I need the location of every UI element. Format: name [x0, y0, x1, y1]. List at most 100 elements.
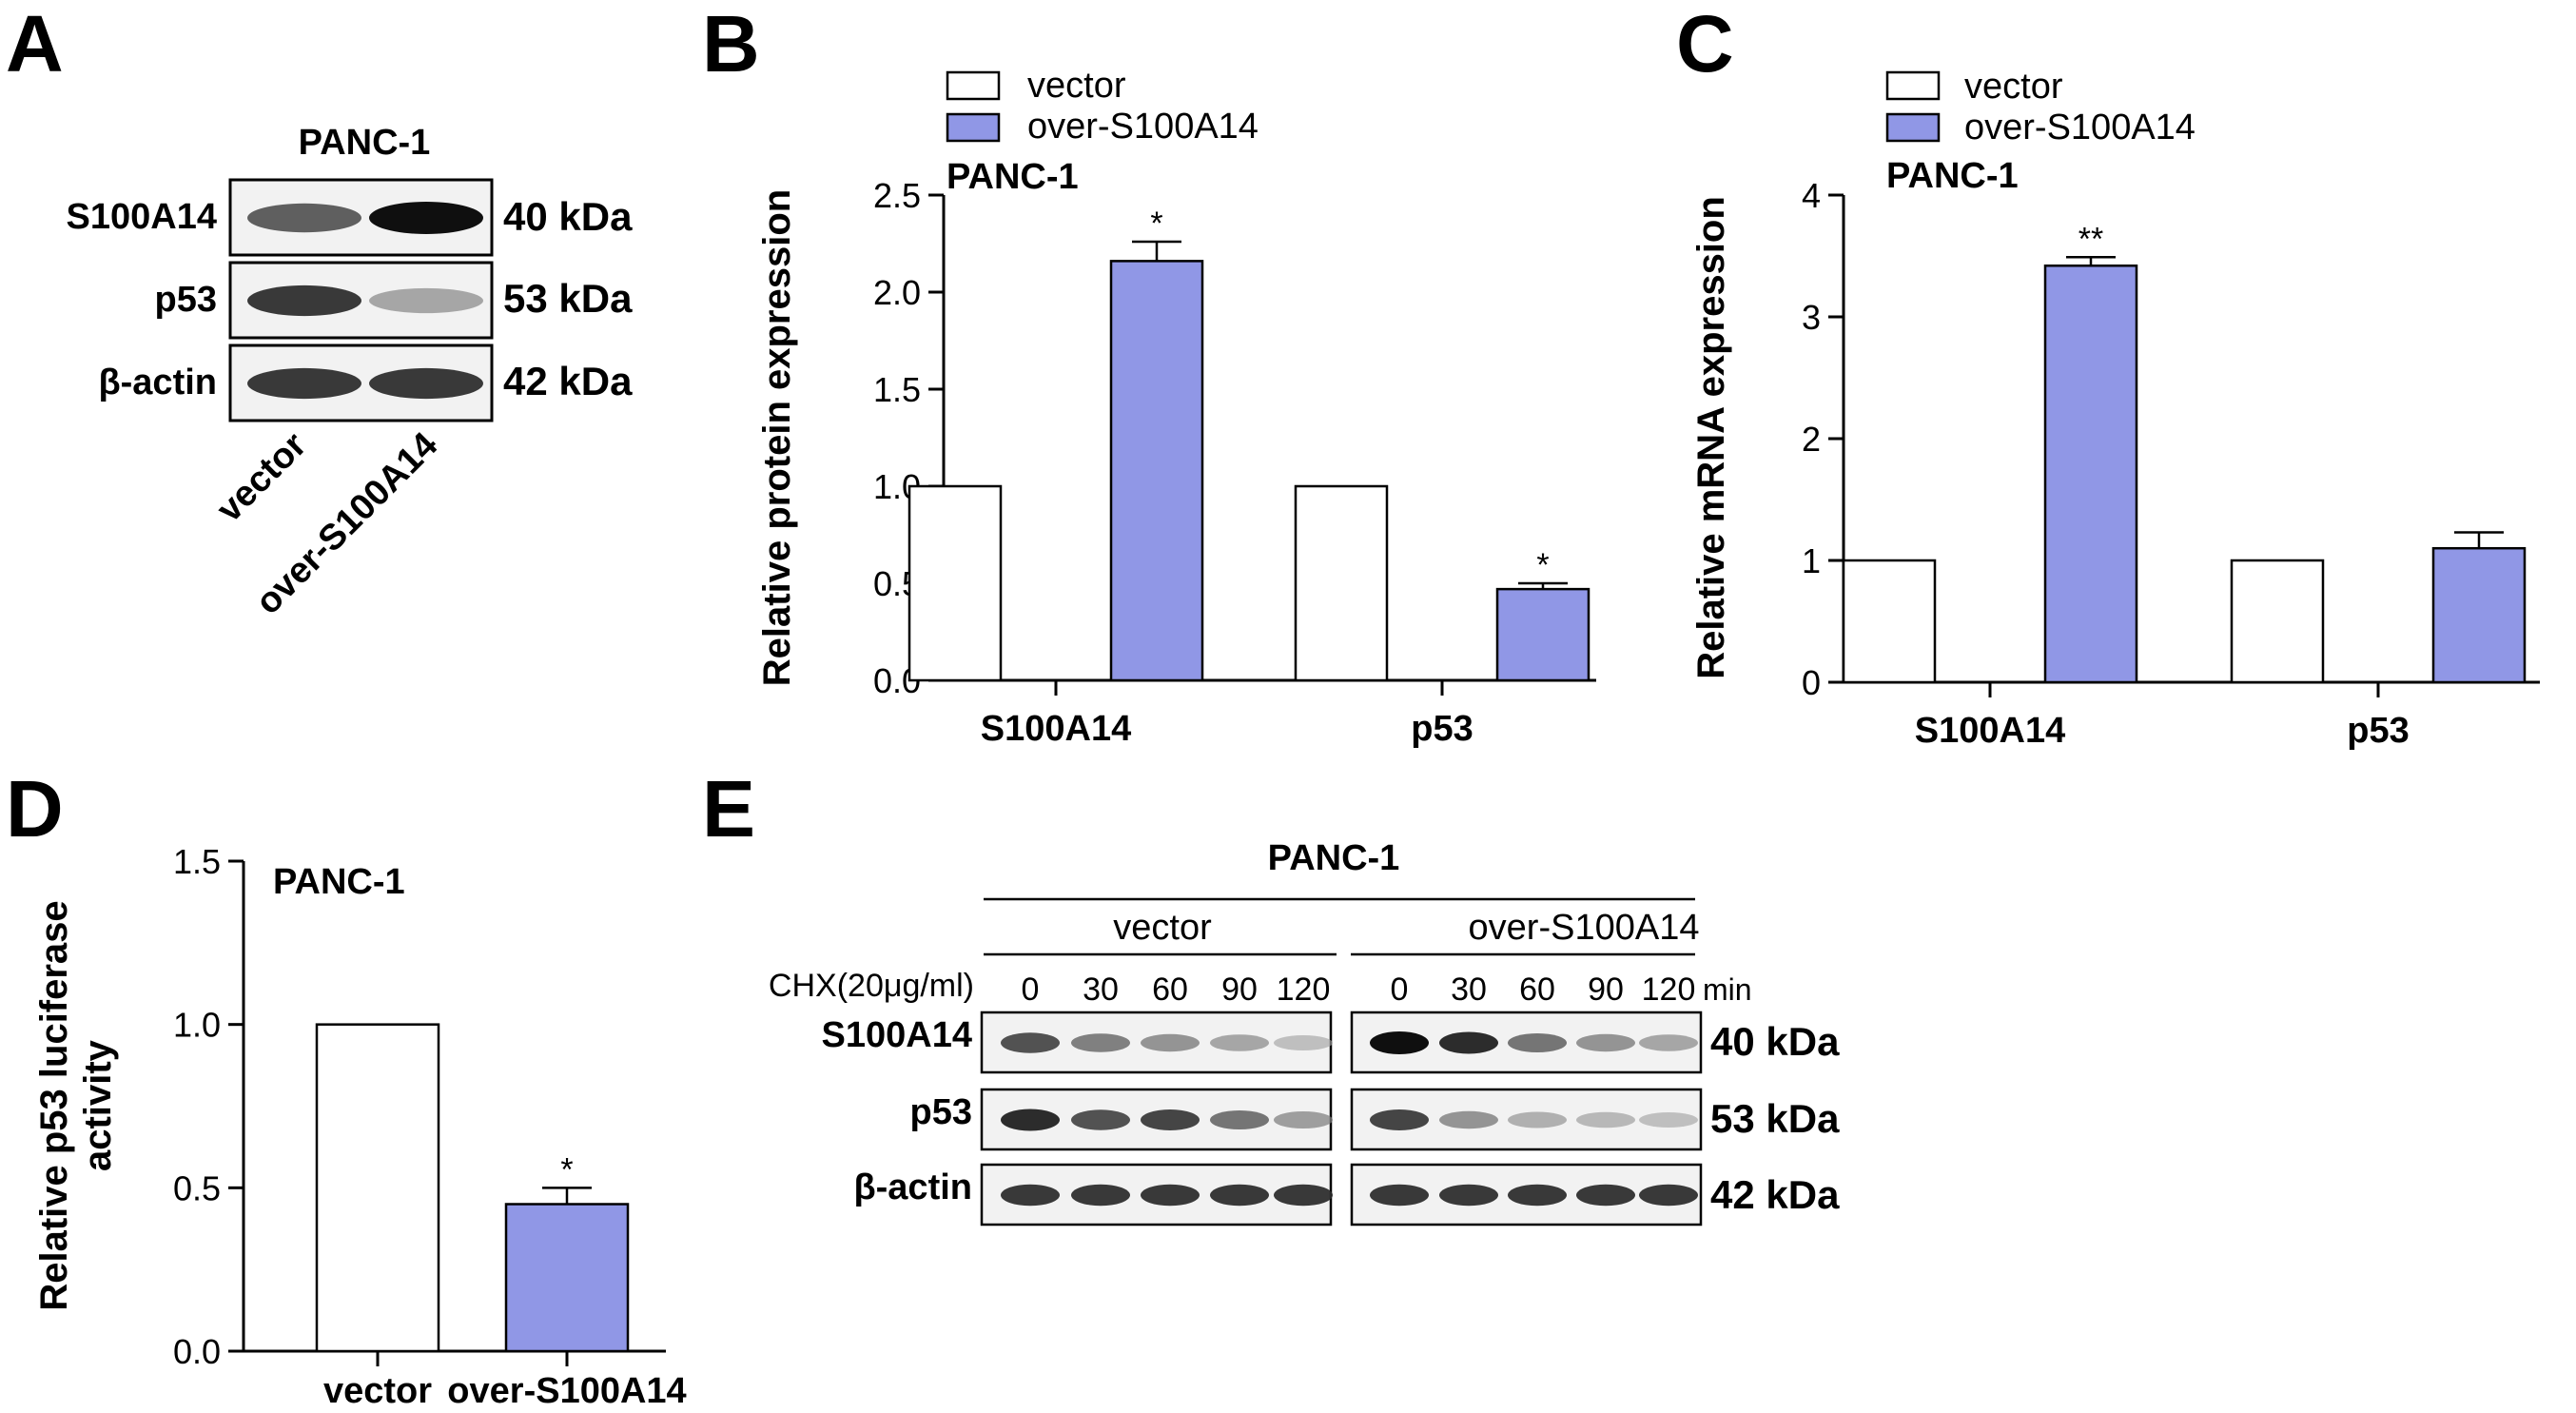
blot-band — [1639, 1034, 1698, 1051]
panel-d-bar-chart: PANC-1 0.0 0.5 1.0 1.5 Relative p53 lucifera… — [33, 842, 687, 1411]
blot-band — [369, 367, 483, 400]
blot-band — [1576, 1111, 1635, 1128]
blot-band — [1001, 1184, 1060, 1207]
panel-e-cell-line: PANC-1 — [1268, 838, 1400, 878]
legend-label-vector: vector — [1027, 66, 1126, 106]
x-tick-label: vector — [323, 1371, 432, 1411]
panel-e-chx-blot: PANC-1 vector over-S100A14 CHX(20μg/ml) … — [769, 838, 1840, 1227]
blot-band — [1141, 1109, 1200, 1130]
panel-a-lane-label-vector: vector — [209, 425, 314, 530]
y-tick-label: 4 — [1802, 176, 1821, 215]
x-tick-label: S100A14 — [981, 709, 1131, 749]
panel-a-row-s100a14: S100A14 40 kDa — [67, 178, 633, 257]
y-axis-label-line: Relative p53 luciferase — [33, 900, 75, 1310]
time-point-label: 30 — [1451, 971, 1487, 1008]
chart-axes: 0.0 0.5 1.0 1.5 Relative p53 luciferaseactiv… — [33, 842, 687, 1411]
blot-band — [1001, 1032, 1060, 1053]
y-axis-label-line: activity — [77, 1039, 119, 1171]
bar-vector — [907, 484, 1003, 682]
chart-legend: vector over-S100A14 — [946, 66, 1259, 147]
y-tick-label: 3 — [1802, 298, 1821, 337]
blot-band — [247, 285, 361, 317]
blot-band — [1576, 1184, 1635, 1207]
y-tick-label: 1.0 — [173, 1006, 221, 1045]
panel-letter-a: A — [6, 0, 64, 88]
panel-letter-c: C — [1676, 0, 1734, 88]
panel-c-bar-chart: vector over-S100A14 PANC-1 0 1 2 3 4 Relative… — [1690, 67, 2540, 751]
panel-letter-e: E — [702, 764, 756, 854]
chart-title: PANC-1 — [1886, 156, 2019, 196]
panel-e-treatment-label: CHX(20μg/ml) — [769, 968, 974, 1004]
blot-band — [1274, 1035, 1333, 1050]
legend-swatch-vector — [946, 70, 1001, 101]
blot-bands — [1001, 1184, 1698, 1207]
bar-vector — [1294, 484, 1389, 682]
y-tick-label: 2.5 — [873, 176, 921, 215]
blot-band — [1001, 1109, 1060, 1131]
blot-bands — [247, 285, 483, 317]
chart-axes: 0 1 2 3 4 Relative mRNA expression S100A14 p53 — [1690, 176, 2540, 751]
blot-band — [1439, 1031, 1498, 1054]
y-axis-label: Relative mRNA expression — [1690, 196, 1732, 679]
bar-over-s100a14 — [1495, 587, 1590, 682]
panel-a-row-label: β-actin — [98, 363, 217, 402]
blot-band — [369, 287, 483, 314]
time-point-label: 0 — [1391, 971, 1409, 1008]
significance-marker: * — [1150, 206, 1162, 242]
blot-band — [1210, 1110, 1269, 1129]
blot-bands — [1001, 1031, 1698, 1054]
bar-over-s100a14 — [504, 1203, 630, 1353]
panel-e-time-points-over: 0 30 60 90 120 — [1391, 971, 1696, 1008]
panel-a-cell-line: PANC-1 — [299, 123, 431, 163]
panel-b-bar-chart: vector over-S100A14 PANC-1 0.00.51.01.52… — [756, 66, 1596, 749]
blot-band — [369, 202, 483, 234]
time-point-label: 60 — [1152, 971, 1188, 1008]
panel-e-row-s100a14: S100A14 40 kDa — [822, 1011, 1840, 1074]
legend-label-vector: vector — [1964, 67, 2063, 107]
blot-band — [247, 203, 361, 233]
blot-band — [247, 367, 361, 400]
legend-label-over: over-S100A14 — [1964, 108, 2195, 147]
blot-band — [1210, 1034, 1269, 1051]
time-point-label: 60 — [1519, 971, 1555, 1008]
panel-a-kda-label: 40 kDa — [503, 194, 633, 239]
time-point-label: 120 — [1277, 971, 1331, 1008]
time-point-label: 90 — [1221, 971, 1258, 1008]
panel-e-kda-label: 42 kDa — [1710, 1172, 1840, 1217]
chart-bars: ** — [1842, 221, 2527, 684]
blot-band — [1576, 1033, 1635, 1052]
bar-vector — [315, 1023, 440, 1353]
blot-band — [1639, 1112, 1698, 1128]
legend-swatch-over — [946, 112, 1001, 143]
panel-e-kda-label: 53 kDa — [1710, 1096, 1840, 1141]
chart-bars: * — [315, 1023, 630, 1353]
blot-band — [1210, 1184, 1269, 1207]
x-tick-label: S100A14 — [1915, 711, 2065, 751]
bar-vector — [1842, 559, 1937, 684]
blot-band — [1508, 1111, 1567, 1128]
blot-band — [1274, 1111, 1333, 1128]
blot-band — [1071, 1109, 1130, 1130]
chart-title: PANC-1 — [946, 157, 1079, 197]
bar-over-s100a14 — [2043, 264, 2138, 684]
chart-title: PANC-1 — [273, 862, 405, 902]
legend-swatch-over — [1885, 112, 1941, 143]
panel-e-row-beta-actin: β-actin 42 kDa — [853, 1163, 1840, 1227]
blot-bands — [247, 367, 483, 400]
blot-band — [1370, 1031, 1429, 1054]
blot-band — [1439, 1184, 1498, 1207]
blot-band — [1274, 1184, 1333, 1207]
significance-marker: * — [560, 1151, 573, 1187]
blot-bands — [247, 202, 483, 234]
legend-label-over: over-S100A14 — [1027, 107, 1259, 147]
y-tick-label: 0.0 — [173, 1332, 221, 1371]
blot-band — [1071, 1184, 1130, 1207]
bar-over-s100a14 — [2431, 546, 2527, 684]
y-tick-label: 0 — [1802, 663, 1821, 702]
y-axis-label: Relative p53 luciferaseactivity — [33, 900, 119, 1310]
y-tick-label: 1.5 — [873, 370, 921, 409]
panel-a-row-beta-actin: β-actin 42 kDa — [98, 343, 633, 422]
blot-bands — [1001, 1109, 1698, 1131]
bar-vector — [2230, 559, 2325, 684]
